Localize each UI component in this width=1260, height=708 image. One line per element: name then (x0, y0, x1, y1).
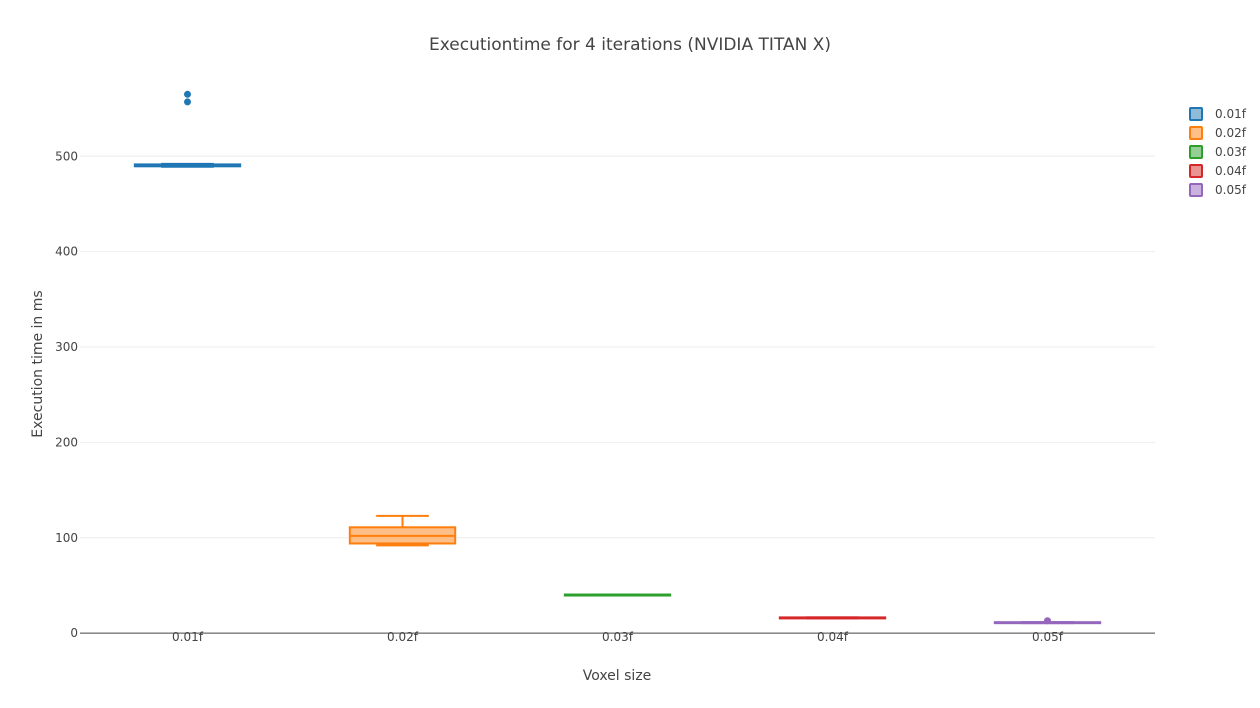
legend-swatch (1189, 164, 1203, 178)
x-axis-title: Voxel size (583, 668, 652, 684)
chart-title: Executiontime for 4 iterations (NVIDIA T… (429, 35, 831, 55)
y-tick-label: 200 (55, 435, 78, 449)
outlier-point (1044, 617, 1051, 625)
legend-item-0.05f[interactable]: 0.05f (1189, 183, 1247, 197)
legend-label: 0.01f (1215, 107, 1247, 121)
legend-label: 0.02f (1215, 126, 1247, 140)
gridlines (80, 155, 1155, 634)
x-tick-label: 0.01f (172, 630, 204, 644)
box-0.03f (563, 593, 672, 597)
legend-swatch (1189, 126, 1203, 140)
box-0.02f (348, 514, 457, 547)
x-tick-label: 0.04f (817, 630, 849, 644)
legend-label: 0.05f (1215, 183, 1247, 197)
legend-item-0.03f[interactable]: 0.03f (1189, 145, 1247, 159)
outlier-point (184, 90, 191, 98)
outlier-point (184, 98, 191, 106)
legend-label: 0.04f (1215, 164, 1247, 178)
box-0.04f (778, 616, 887, 620)
legend-item-0.04f[interactable]: 0.04f (1189, 164, 1247, 178)
legend-swatch (1189, 107, 1203, 121)
y-tick-label: 100 (55, 531, 78, 545)
x-tick-label: 0.02f (387, 630, 419, 644)
legend-item-0.01f[interactable]: 0.01f (1189, 107, 1247, 121)
box-0.05f (993, 617, 1102, 625)
y-tick-label: 0 (70, 626, 78, 640)
legend-label: 0.03f (1215, 145, 1247, 159)
y-tick-label: 300 (55, 340, 78, 354)
x-axis-ticks: 0.01f 0.02f 0.03f 0.04f 0.05f (172, 630, 1064, 644)
y-axis-title: Execution time in ms (30, 290, 46, 437)
y-tick-label: 400 (55, 245, 78, 259)
legend-item-0.02f[interactable]: 0.02f (1189, 126, 1247, 140)
box-0.01f (133, 90, 242, 168)
legend[interactable]: 0.01f 0.02f 0.03f 0.04f 0.05f (1189, 107, 1247, 197)
x-tick-label: 0.05f (1032, 630, 1064, 644)
box-plots (133, 90, 1102, 625)
y-tick-label: 500 (55, 149, 78, 163)
legend-swatch (1189, 183, 1203, 197)
y-axis-ticks: 0 100 200 300 400 500 (55, 149, 78, 640)
legend-swatch (1189, 145, 1203, 159)
x-tick-label: 0.03f (602, 630, 634, 644)
